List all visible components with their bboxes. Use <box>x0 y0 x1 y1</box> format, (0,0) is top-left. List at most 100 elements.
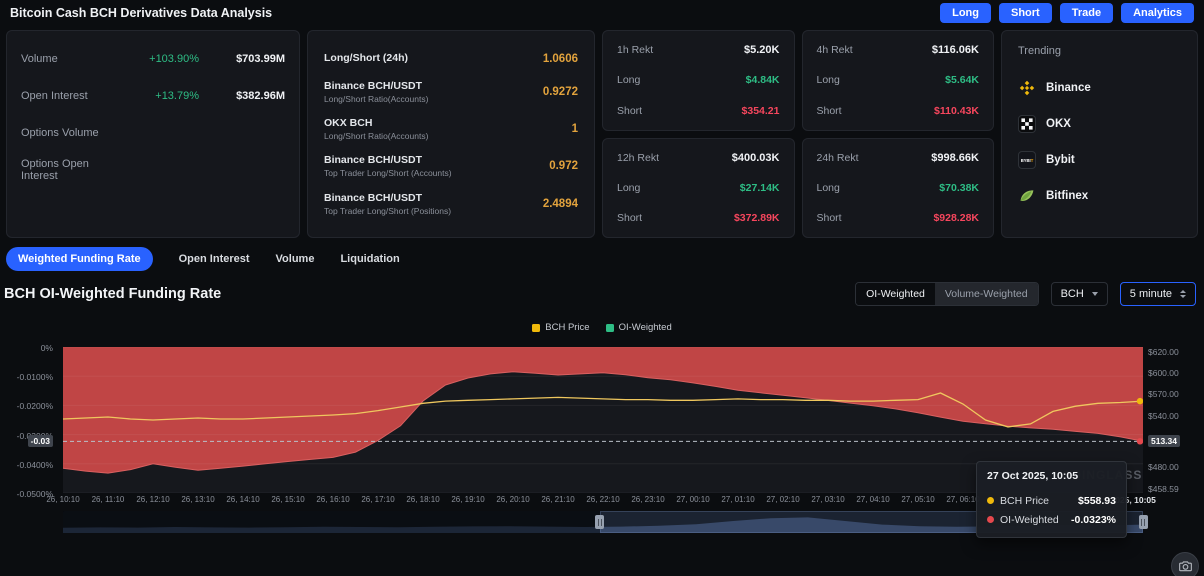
stat-label: Volume <box>21 53 58 65</box>
legend-label: BCH Price <box>545 322 590 333</box>
stat-row-options-open-interest: Options Open Interest <box>21 158 285 182</box>
ratio-subtitle: Long/Short Ratio(Accounts) <box>324 93 429 104</box>
navigator-left-handle[interactable] <box>595 515 605 529</box>
rekt-card-24h: 24h Rekt $998.66K Long $70.38K Short $928.2… <box>801 137 994 238</box>
tab-volume[interactable]: Volume <box>275 253 315 265</box>
trending-card: Trending Binance OKX BYBIT Bybit Bitfine… <box>1001 30 1198 238</box>
rekt-total: $5.20K <box>744 44 780 56</box>
header-actions: Long Short Trade Analytics <box>940 3 1194 23</box>
rekt-title: 24h Rekt <box>816 151 859 164</box>
svg-text:BYBIT: BYBIT <box>1021 158 1034 163</box>
analytics-button[interactable]: Analytics <box>1121 3 1194 23</box>
stat-row-options-volume: Options Volume <box>21 123 285 143</box>
rekt-long-label: Long <box>816 74 840 87</box>
ratio-row: Binance BCH/USDT Long/Short Ratio(Account… <box>324 80 578 104</box>
screenshot-button[interactable] <box>1171 552 1199 576</box>
rekt-grid: 1h Rekt $5.20K Long $4.84K Short $354.21 4h… <box>602 30 994 238</box>
rekt-total: $400.03K <box>731 151 780 164</box>
symbol-select[interactable]: BCH <box>1050 282 1108 306</box>
tooltip-timestamp: 27 Oct 2025, 10:05 <box>987 470 1079 482</box>
navigator-area <box>63 517 1143 533</box>
ratio-value: 0.9272 <box>542 85 578 98</box>
interval-select[interactable]: 5 minute <box>1119 282 1196 306</box>
y-axis-label: -0.0500% <box>16 489 53 499</box>
x-axis-label: 27, 03:10 <box>811 495 845 504</box>
tooltip-label: BCH Price <box>1000 494 1050 507</box>
y-axis-label: 0% <box>40 343 53 353</box>
rekt-long-value: $27.14K <box>739 181 780 194</box>
trending-item-bitfinex[interactable]: Bitfinex <box>1018 187 1181 205</box>
weighting-toggle: OI-Weighted Volume-Weighted <box>855 282 1039 306</box>
binance-icon <box>1019 80 1035 96</box>
x-axis-label: 26, 14:10 <box>226 495 260 504</box>
ratio-value: 0.972 <box>549 160 578 173</box>
stat-row-volume: Volume +103.90% $703.99M <box>21 49 285 69</box>
x-axis-label: 26, 18:10 <box>406 495 440 504</box>
trade-button[interactable]: Trade <box>1059 3 1114 23</box>
y-axis-label: -0.0200% <box>16 401 53 412</box>
rekt-total: $998.66K <box>931 151 979 164</box>
stat-label: Options Volume <box>21 127 99 139</box>
ratio-subtitle: Long/Short Ratio(Accounts) <box>324 130 429 141</box>
ratio-subtitle: Top Trader Long/Short (Accounts) <box>324 168 452 179</box>
price-axis-label: $620.00 <box>1148 346 1179 357</box>
long-short-ratio-card: Long/Short (24h) 1.0606 Binance BCH/USDT… <box>307 30 595 238</box>
x-axis-label: 26, 23:10 <box>631 495 665 504</box>
bybit-icon: BYBIT <box>1018 151 1036 169</box>
bitfinex-icon <box>1020 190 1034 201</box>
toggle-volume-weighted[interactable]: Volume-Weighted <box>934 283 1038 305</box>
tab-liquidation[interactable]: Liquidation <box>340 253 400 265</box>
navigator-preview <box>63 517 1143 533</box>
x-axis-label: 27, 06:10 <box>946 495 980 504</box>
ratio-title: OKX BCH <box>324 116 373 129</box>
y-axis-label: -0.0100% <box>16 372 53 383</box>
ratio-title: Binance BCH/USDT <box>324 79 423 92</box>
trending-item-binance[interactable]: Binance <box>1018 79 1181 97</box>
current-price-axis-badge: 513.34 <box>1148 435 1180 448</box>
ratio-value: 2.4894 <box>542 197 578 210</box>
chart-tabs: Weighted Funding Rate Open Interest Volu… <box>6 247 400 271</box>
x-axis-label: 26, 19:10 <box>451 495 485 504</box>
chart-navigator[interactable] <box>63 511 1148 533</box>
x-axis-label: 26, 22:10 <box>586 495 620 504</box>
toggle-oi-weighted[interactable]: OI-Weighted <box>856 283 935 305</box>
x-axis-label: 26, 20:10 <box>496 495 530 504</box>
long-button[interactable]: Long <box>940 3 991 23</box>
price-axis-label: $458.59 <box>1148 484 1179 495</box>
chevron-down-icon <box>1091 292 1098 296</box>
chart-header: BCH OI-Weighted Funding Rate OI-Weighted… <box>4 281 1196 307</box>
x-axis-label: 27, 00:10 <box>676 495 710 504</box>
trending-item-okx[interactable]: OKX <box>1018 115 1181 133</box>
x-axis-label: 27, 02:10 <box>766 495 800 504</box>
stat-value: $382.96M <box>236 90 285 102</box>
tab-weighted-funding-rate[interactable]: Weighted Funding Rate <box>6 247 153 271</box>
rekt-card-1h: 1h Rekt $5.20K Long $4.84K Short $354.21 <box>602 30 795 131</box>
trending-item-label: Bitfinex <box>1046 190 1089 202</box>
spinner-icon <box>1180 290 1186 298</box>
x-axis-label: 27, 04:10 <box>856 495 890 504</box>
navigator-right-handle[interactable] <box>1138 515 1148 529</box>
rekt-short-label: Short <box>816 212 842 224</box>
tab-open-interest[interactable]: Open Interest <box>178 253 250 265</box>
short-button[interactable]: Short <box>998 3 1052 23</box>
trending-title: Trending <box>1018 45 1062 57</box>
rekt-title: 4h Rekt <box>816 44 853 56</box>
x-axis-label: 26, 13:10 <box>181 495 215 504</box>
rekt-long-value: $4.84K <box>745 74 780 87</box>
funding-rate-chart[interactable] <box>62 346 1144 494</box>
ratio-subtitle: Top Trader Long/Short (Positions) <box>324 205 452 216</box>
x-axis-label: 27, 05:10 <box>901 495 935 504</box>
summary-cards: Volume +103.90% $703.99M Open Interest +… <box>6 30 1198 238</box>
rekt-long-value: $5.64K <box>945 74 979 87</box>
stat-change: +13.79% <box>155 90 199 102</box>
current-price-dot <box>1136 397 1144 405</box>
ratio-row: Binance BCH/USDT Top Trader Long/Short (A… <box>324 154 578 178</box>
chart-legend: BCH Price OI-Weighted <box>0 322 1204 333</box>
chart-title: BCH OI-Weighted Funding Rate <box>4 286 222 302</box>
rekt-long-label: Long <box>617 74 641 87</box>
x-axis-label: 27, 01:10 <box>721 495 755 504</box>
ratio-title: Long/Short (24h) <box>324 52 408 65</box>
current-funding-badge: -0.03 <box>27 435 53 448</box>
trending-item-bybit[interactable]: BYBIT Bybit <box>1018 151 1181 169</box>
